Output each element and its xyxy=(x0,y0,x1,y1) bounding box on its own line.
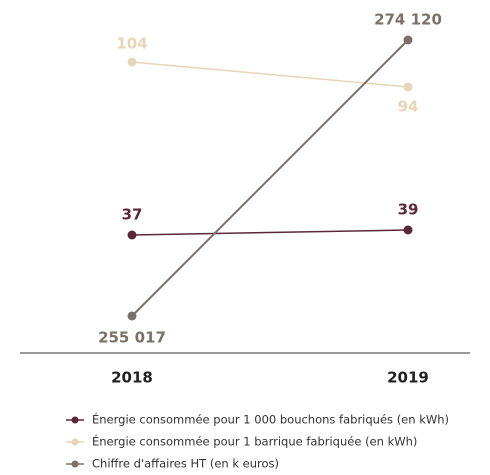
legend-marker xyxy=(71,416,79,424)
value-label: 274 120 xyxy=(374,11,442,29)
point xyxy=(127,57,137,67)
value-label: 39 xyxy=(398,201,419,219)
series-line xyxy=(131,39,409,317)
point xyxy=(127,230,137,240)
legend-label: Énergie consommée pour 1 barrique fabriq… xyxy=(92,434,417,449)
point xyxy=(403,35,413,45)
legend-marker xyxy=(71,438,79,446)
value-label: 255 017 xyxy=(98,329,166,347)
series-line xyxy=(131,61,409,88)
point xyxy=(127,311,137,321)
legend-label: Énergie consommée pour 1 000 bouchons fa… xyxy=(92,412,449,427)
legend-label: Chiffre d'affaires HT (en k euros) xyxy=(92,457,279,471)
x-tick-label: 2018 xyxy=(111,369,153,387)
legend-marker xyxy=(71,460,79,468)
value-label: 104 xyxy=(116,35,147,53)
value-label: 37 xyxy=(122,206,143,224)
point xyxy=(403,225,413,235)
series-line xyxy=(131,229,409,236)
x-tick-label: 2019 xyxy=(387,369,429,387)
value-label: 94 xyxy=(398,98,419,116)
point xyxy=(403,82,413,92)
